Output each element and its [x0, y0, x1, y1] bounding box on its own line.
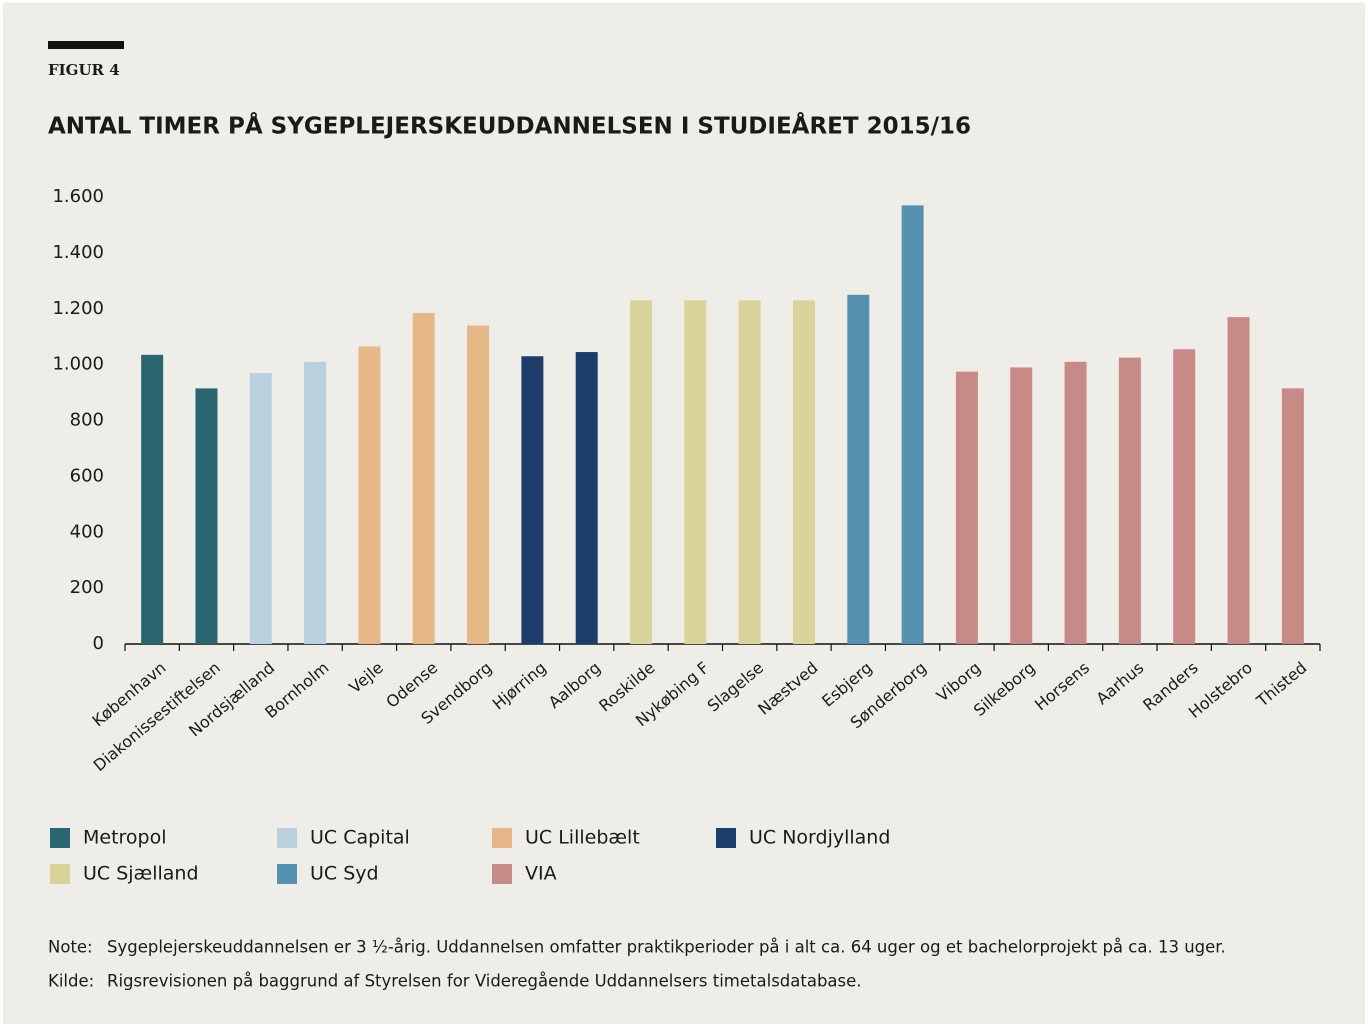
y-tick-label: 1.200	[52, 298, 104, 319]
bar	[955, 371, 978, 644]
y-tick-label: 200	[70, 577, 104, 598]
y-tick-label: 800	[70, 410, 104, 431]
note-text: Rigsrevisionen på baggrund af Styrelsen …	[107, 972, 862, 991]
bar	[358, 346, 381, 644]
bar	[901, 205, 924, 644]
figure-label: FIGUR 4	[48, 61, 120, 79]
bar	[412, 312, 435, 644]
y-tick-label: 0	[93, 633, 104, 654]
bar	[1227, 317, 1250, 644]
note-label: Note:	[48, 938, 93, 957]
y-tick-label: 1.400	[52, 242, 104, 263]
bar	[847, 294, 870, 644]
header-bar	[48, 41, 124, 49]
bar	[195, 388, 218, 644]
chart-title: ANTAL TIMER PÅ SYGEPLEJERSKEUDDANNELSEN …	[48, 112, 971, 140]
legend-label: VIA	[525, 863, 557, 885]
bar	[467, 325, 490, 644]
legend-label: Metropol	[83, 827, 167, 849]
legend-swatch	[50, 864, 70, 884]
legend-label: UC Sjælland	[83, 863, 199, 885]
bar	[575, 352, 598, 644]
bar	[1118, 357, 1141, 644]
y-tick-label: 1.600	[52, 186, 104, 207]
bar	[738, 300, 761, 644]
note-label: Kilde:	[48, 972, 94, 991]
y-tick-label: 400	[70, 521, 104, 542]
bar	[304, 361, 327, 644]
bar	[1010, 367, 1033, 644]
legend-swatch	[50, 828, 70, 848]
legend-swatch	[716, 828, 736, 848]
bar	[249, 373, 272, 644]
legend-swatch	[492, 864, 512, 884]
legend-swatch	[277, 828, 297, 848]
note-text: Sygeplejerskeuddannelsen er 3 ½-årig. Ud…	[107, 938, 1226, 957]
bar	[684, 300, 707, 644]
y-tick-label: 1.000	[52, 354, 104, 375]
y-tick-label: 600	[70, 465, 104, 486]
bar	[1064, 361, 1087, 644]
bar	[630, 300, 653, 644]
legend-label: UC Lillebælt	[525, 827, 640, 849]
bar	[141, 354, 164, 644]
bar	[1173, 349, 1196, 644]
legend-label: UC Capital	[310, 827, 410, 849]
legend-label: UC Syd	[310, 863, 379, 885]
bar	[521, 356, 544, 644]
legend-swatch	[492, 828, 512, 848]
bar	[792, 300, 815, 644]
legend-label: UC Nordjylland	[749, 827, 890, 849]
legend-swatch	[277, 864, 297, 884]
bar	[1281, 388, 1304, 644]
